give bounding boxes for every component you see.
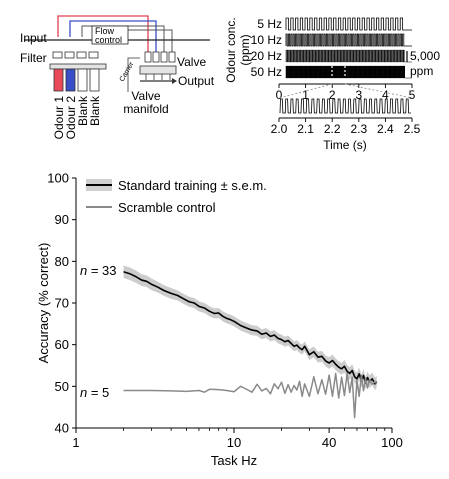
y-axis-label: Accuracy (% correct) — [36, 243, 51, 364]
flow-control-box — [91, 25, 129, 45]
y-axis-ticks: 40 50 60 70 80 90 100 — [47, 171, 76, 436]
vial-odour2 — [65, 68, 76, 92]
y-tick-label: 70 — [55, 296, 69, 311]
carrier-line — [127, 57, 140, 92]
scale-unit: ppm — [410, 64, 433, 78]
annotation-n33: n = 33 — [80, 263, 117, 278]
x-tick-label: 1 — [72, 435, 79, 450]
y-tick-label: 60 — [55, 337, 69, 352]
x-tick-label: 100 — [381, 435, 403, 450]
output-arrow-icon — [172, 78, 177, 84]
y-tick-label: 90 — [55, 212, 69, 227]
axis-tick-label: 2.0 — [271, 122, 288, 136]
y-tick-label: 80 — [55, 254, 69, 269]
trace-50hz — [285, 65, 412, 79]
top-axis-ticks: 0 1 2 3 4 5 — [276, 84, 416, 102]
axis-tick-label: 2.2 — [324, 122, 341, 136]
trace-10hz — [285, 33, 412, 47]
trace-label-20hz: 20 Hz — [251, 49, 282, 63]
carrier-label: Carrier — [119, 60, 136, 83]
trace-20hz — [285, 49, 412, 63]
trace-label-10hz: 10 Hz — [251, 33, 282, 47]
annotation-n33-value: = 33 — [87, 263, 116, 278]
series-standard-training-line — [123, 270, 378, 385]
trace-ylabel-2: (ppm) — [238, 34, 252, 65]
axis-tick-label: 3 — [355, 88, 362, 102]
output-label: Output — [178, 74, 215, 88]
legend-label-scramble: Scramble control — [118, 200, 216, 215]
scale-value: 5,000 — [410, 49, 440, 63]
y-tick-label: 50 — [55, 379, 69, 394]
valve-label: Valve — [177, 55, 206, 69]
axis-tick-label: 2.1 — [297, 122, 314, 136]
filter-row — [52, 51, 99, 59]
zoom-trace-50hz — [279, 98, 411, 114]
axis-tick-label: 5 — [409, 88, 416, 102]
series-group — [123, 270, 378, 419]
trace-label-50hz: 50 Hz — [251, 65, 282, 79]
vial-label-blank1: Blank — [76, 95, 90, 126]
bottom-axis-ticks: 2.0 2.1 2.2 2.3 2.4 2.5 — [271, 118, 421, 136]
apparatus-schematic: Flow control Input Filter Odour 1 Odour … — [20, 15, 215, 140]
vial-blank2 — [89, 68, 100, 92]
legend-label-standard: Standard training ± s.e.m. — [118, 178, 267, 193]
axis-tick-label: 0 — [276, 88, 283, 102]
sem-band-group — [123, 265, 377, 391]
annotation-n5: n = 5 — [80, 385, 109, 400]
manifold-label-2: manifold — [123, 102, 168, 116]
odour2-flow-line — [69, 20, 157, 52]
axis-tick-label: 1 — [302, 88, 309, 102]
axis-tick-label: 2.4 — [377, 122, 394, 136]
sem-band — [123, 265, 377, 391]
y-tick-label: 40 — [55, 421, 69, 436]
axis-tick-label: 2.3 — [350, 122, 367, 136]
trace-label-5hz: 5 Hz — [257, 17, 282, 31]
x-tick-label: 40 — [322, 435, 336, 450]
trace-5hz — [285, 17, 412, 31]
vial-odour1 — [53, 68, 64, 92]
y-tick-label: 100 — [47, 171, 69, 186]
vial-label-blank2: Blank — [88, 95, 102, 126]
valve-manifold — [139, 65, 177, 75]
axis-tick-label: 2 — [329, 88, 336, 102]
annotation-n5-prefix: n — [80, 385, 87, 400]
manifold-label-1: Valve — [131, 89, 160, 103]
filter-label: Filter — [20, 51, 47, 65]
annotation-n33-prefix: n — [80, 263, 87, 278]
axis-tick-label: 2.5 — [404, 122, 421, 136]
trace-xlabel: Time (s) — [323, 138, 367, 152]
zoom-line-right — [344, 83, 413, 99]
x-tick-label: 10 — [227, 435, 241, 450]
annotation-n5-value: = 5 — [87, 385, 109, 400]
vial-label-odour1: Odour 1 — [52, 96, 66, 140]
legend: Standard training ± s.e.m. Scramble cont… — [86, 178, 267, 215]
zoom-trace — [279, 98, 411, 114]
odour-traces — [285, 17, 412, 79]
input-label: Input — [20, 31, 47, 45]
x-axis-ticks: 1 10 40 100 — [72, 428, 403, 450]
flow-control-label-1: Flow — [95, 26, 115, 36]
valve-group — [144, 51, 176, 63]
vial-tray — [49, 63, 107, 70]
axis-tick-label: 4 — [382, 88, 389, 102]
vial-label-odour2: Odour 2 — [64, 96, 78, 140]
flow-control-label-2: control — [95, 35, 122, 45]
zoom-line-left — [278, 83, 333, 99]
vial-blank1 — [77, 68, 88, 92]
odour-trace-panel: Odour conc. (ppm) 5 Hz 10 Hz 20 Hz 50 Hz… — [224, 17, 440, 152]
series-scramble-control-line — [123, 372, 378, 419]
x-axis-label: Task Hz — [211, 453, 257, 468]
odour1-flow-line — [57, 15, 149, 52]
trace-ylabel-1: Odour conc. — [224, 17, 238, 82]
